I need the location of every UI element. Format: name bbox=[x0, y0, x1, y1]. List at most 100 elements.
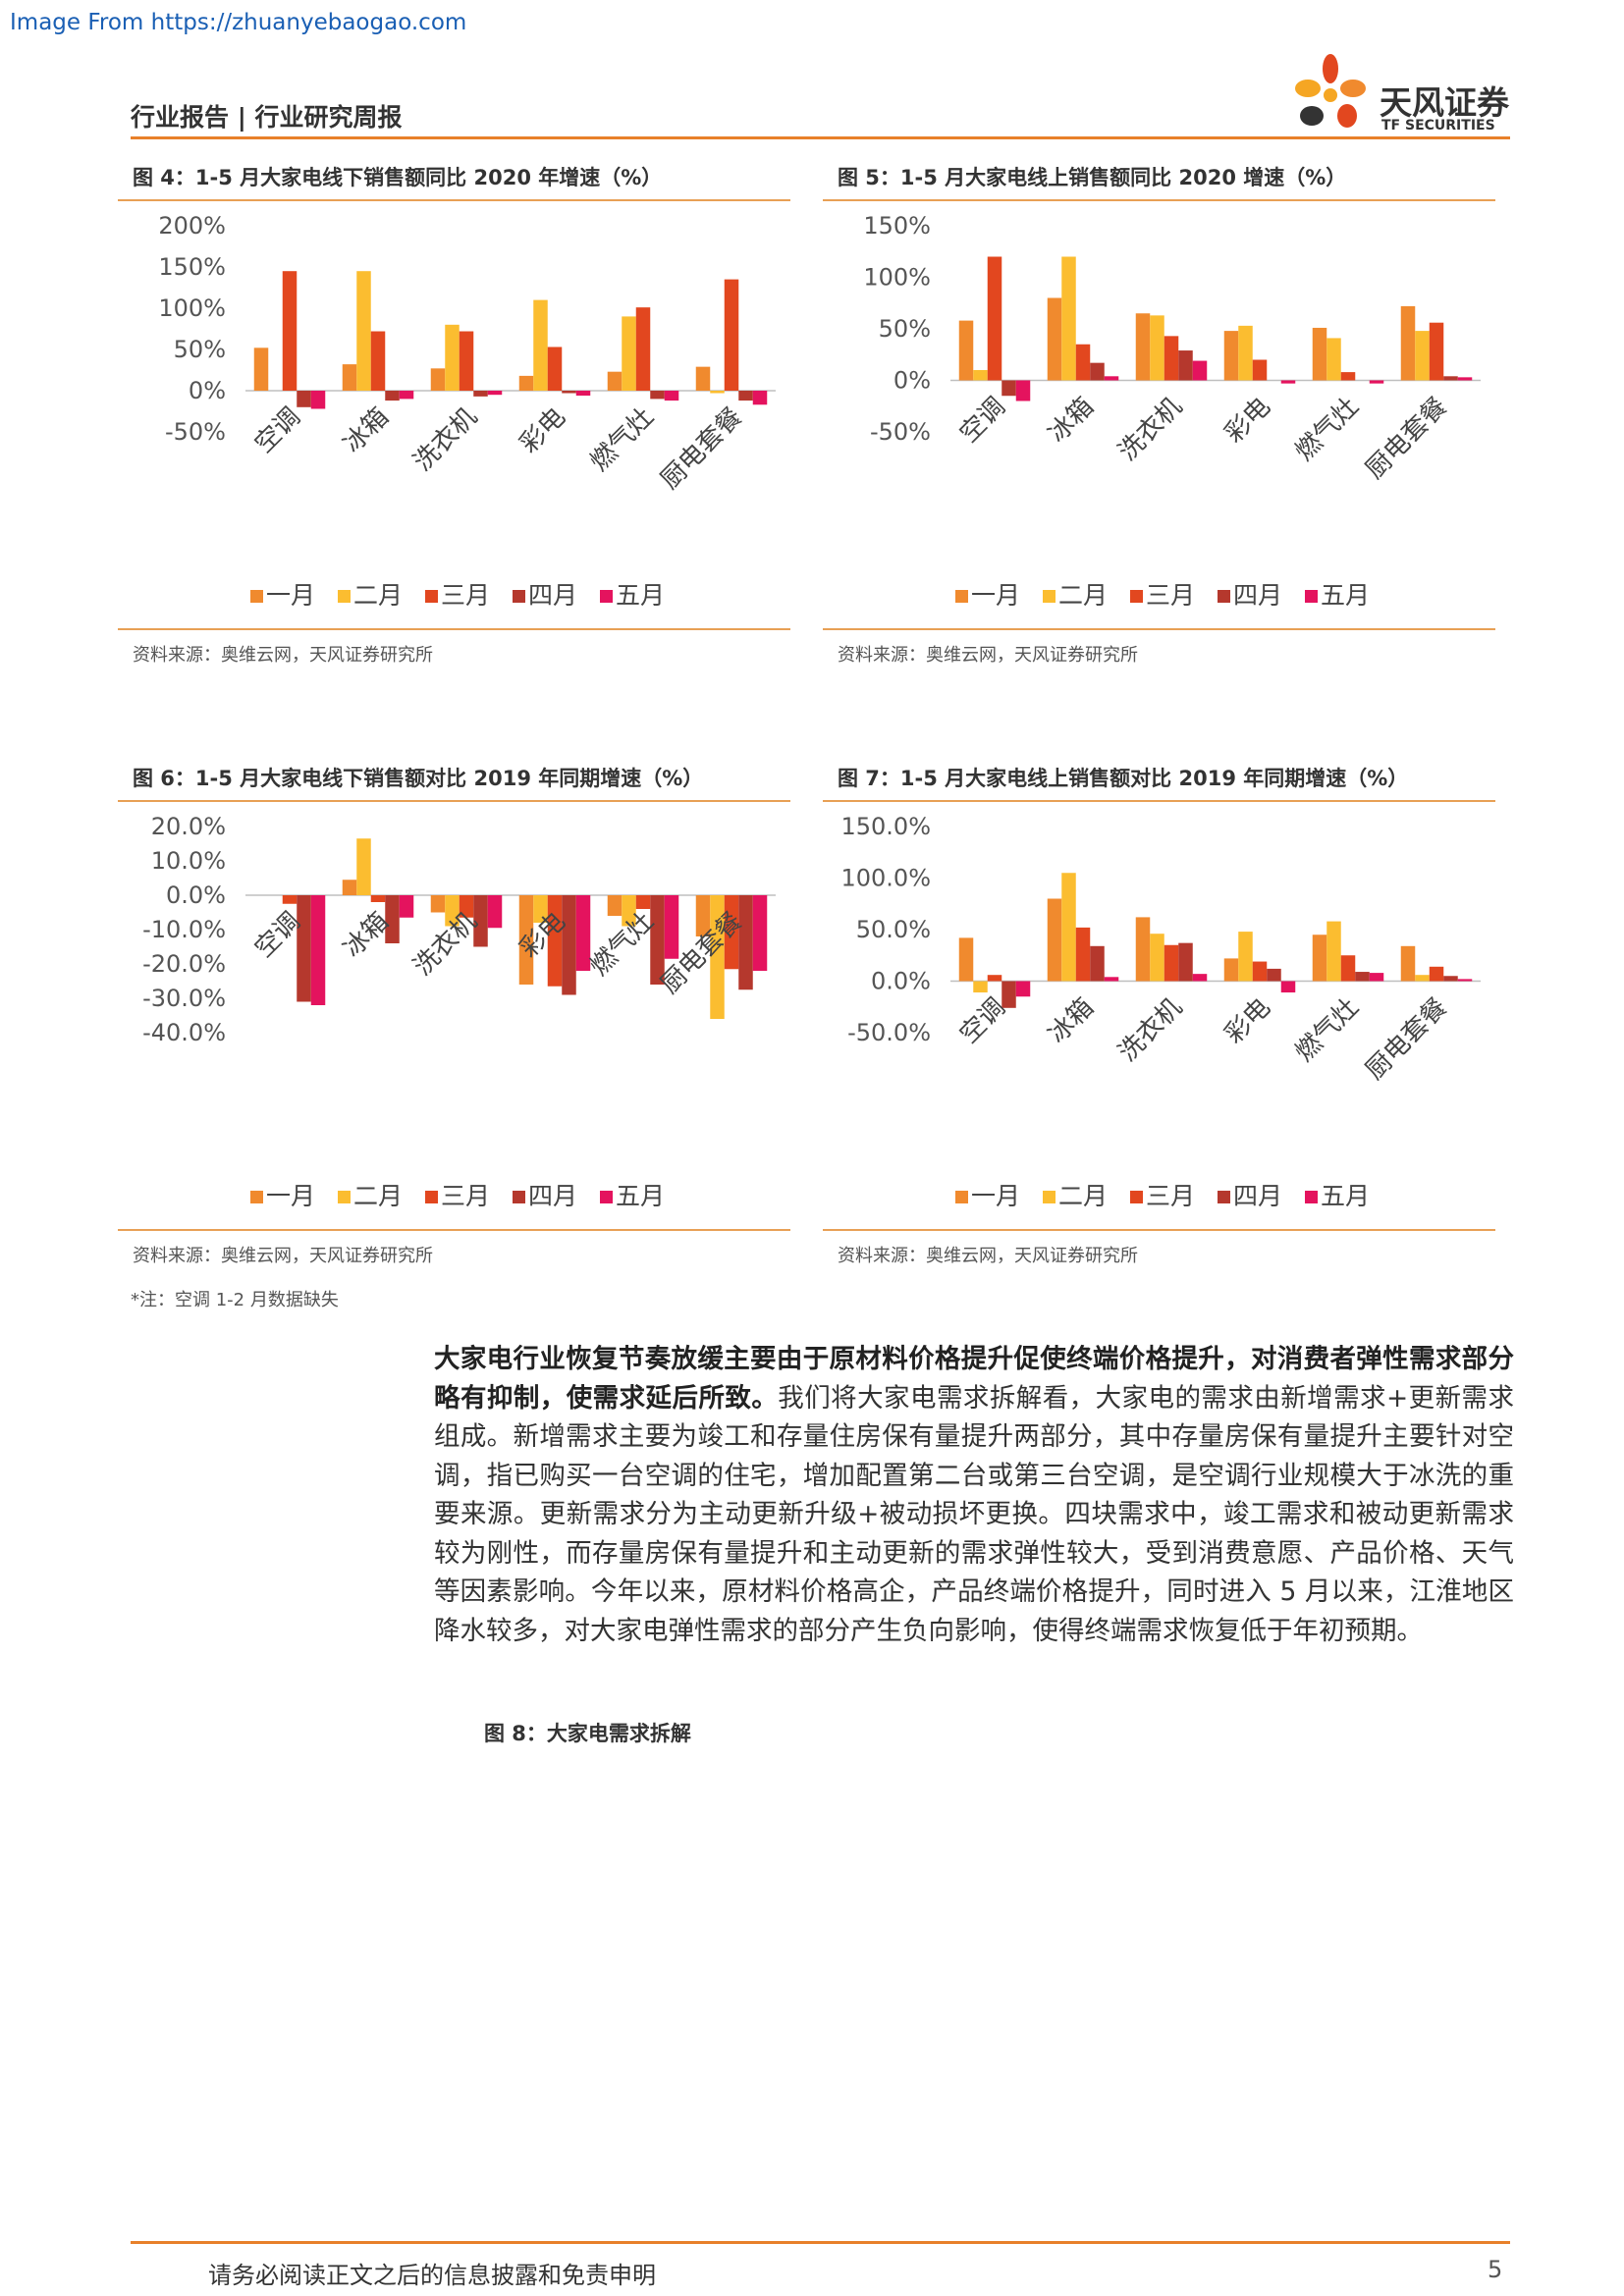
bar-四月-空调 bbox=[297, 895, 311, 1002]
y-tick-label: -50% bbox=[165, 418, 226, 446]
bar-三月-厨电套餐 bbox=[1429, 322, 1444, 381]
bar-二月-空调 bbox=[973, 370, 988, 381]
legend-swatch bbox=[250, 1191, 263, 1203]
body-paragraph: 大家电行业恢复节奏放缓主要由于原材料价格提升促使终端价格提升，对消费者弹性需求部… bbox=[434, 1340, 1514, 1650]
bar-二月-冰箱 bbox=[356, 271, 371, 391]
legend-swatch bbox=[513, 590, 525, 603]
legend-swatch bbox=[600, 1191, 613, 1203]
bar-五月-冰箱 bbox=[1104, 376, 1119, 381]
header-rule bbox=[131, 136, 1510, 139]
body-text: 我们将大家电需求拆解看，大家电的需求由新增需求+更新需求组成。新增需求主要为竣工… bbox=[434, 1382, 1514, 1646]
figure-source: 资料来源：奥维云网，天风证券研究所 bbox=[838, 1246, 1138, 1266]
bar-一月-空调 bbox=[253, 347, 269, 391]
bar-五月-冰箱 bbox=[1104, 977, 1119, 982]
bar-五月-洗衣机 bbox=[487, 895, 503, 929]
bar-三月-洗衣机 bbox=[459, 895, 474, 918]
legend-swatch bbox=[1130, 1191, 1143, 1203]
chart-fig7-online-vs-2019: -50.0%0.0%50.0%100.0%150.0%空调 冰箱 洗衣机 彩电 燃气灶厨… bbox=[840, 813, 1481, 1210]
bar-二月-冰箱 bbox=[1061, 256, 1076, 381]
bar-四月-洗衣机 bbox=[473, 895, 488, 947]
legend-swatch bbox=[1130, 590, 1143, 603]
bar-三月-空调 bbox=[987, 975, 1002, 982]
legend-label: 三月 bbox=[1146, 1182, 1195, 1210]
category-label: 燃气灶 bbox=[585, 402, 660, 477]
y-tick-label: -20.0% bbox=[142, 950, 226, 978]
legend-label: 四月 bbox=[1233, 581, 1282, 610]
category-label: 彩电 bbox=[1219, 392, 1276, 449]
legend-label: 三月 bbox=[1146, 581, 1195, 610]
bar-一月-彩电 bbox=[518, 375, 534, 391]
bar-三月-厨电套餐 bbox=[1429, 966, 1444, 982]
y-tick-label: 50% bbox=[879, 315, 931, 343]
bar-一月-空调 bbox=[958, 320, 974, 381]
chart-fig6-offline-vs-2019: -40.0%-30.0%-20.0%-10.0%0.0%10.0%20.0%空调… bbox=[142, 813, 776, 1210]
category-label: 冰箱 bbox=[1043, 392, 1100, 449]
y-tick-label: 100% bbox=[863, 264, 931, 292]
y-tick-label: 50% bbox=[174, 336, 226, 363]
bar-三月-彩电 bbox=[547, 895, 563, 987]
legend-label: 五月 bbox=[616, 1182, 665, 1210]
bar-二月-冰箱 bbox=[1061, 873, 1076, 982]
bar-二月-燃气灶 bbox=[622, 316, 636, 391]
legend-swatch bbox=[600, 590, 613, 603]
bar-一月-冰箱 bbox=[342, 364, 357, 391]
legend-swatch bbox=[955, 1191, 968, 1203]
bar-一月-彩电 bbox=[518, 895, 534, 985]
bar-一月-洗衣机 bbox=[1135, 917, 1151, 982]
y-tick-label: 0% bbox=[893, 367, 931, 395]
bar-四月-厨电套餐 bbox=[1443, 976, 1458, 982]
bar-一月-洗衣机 bbox=[1135, 313, 1151, 381]
bar-五月-燃气灶 bbox=[664, 895, 679, 959]
legend-label: 五月 bbox=[1321, 581, 1370, 610]
y-tick-label: 50.0% bbox=[856, 916, 931, 943]
legend-swatch bbox=[1043, 1191, 1056, 1203]
legend-swatch bbox=[250, 590, 263, 603]
figure-title: 图 5：1-5 月大家电线上销售额同比 2020 增速（%） bbox=[838, 166, 1347, 189]
y-tick-label: 0% bbox=[189, 377, 226, 404]
bar-二月-厨电套餐 bbox=[1415, 975, 1430, 982]
bar-五月-洗衣机 bbox=[487, 391, 503, 396]
bar-一月-冰箱 bbox=[1047, 297, 1062, 381]
bar-一月-厨电套餐 bbox=[1400, 305, 1416, 381]
bar-一月-厨电套餐 bbox=[695, 895, 711, 936]
bar-三月-冰箱 bbox=[1075, 927, 1091, 982]
bar-一月-洗衣机 bbox=[430, 368, 446, 391]
bar-四月-燃气灶 bbox=[1355, 972, 1370, 982]
y-tick-label: 10.0% bbox=[151, 847, 226, 875]
bar-二月-厨电套餐 bbox=[710, 391, 725, 394]
bar-二月-洗衣机 bbox=[1150, 315, 1164, 381]
legend-swatch bbox=[513, 1191, 525, 1203]
legend-swatch bbox=[425, 590, 438, 603]
bar-五月-彩电 bbox=[575, 391, 591, 397]
figure-bottom-rule bbox=[823, 1229, 1495, 1231]
bar-五月-燃气灶 bbox=[1369, 380, 1384, 384]
bar-一月-厨电套餐 bbox=[1400, 945, 1416, 982]
legend-label: 四月 bbox=[528, 581, 577, 610]
y-tick-label: 100% bbox=[158, 294, 226, 322]
figure-title: 图 4：1-5 月大家电线下销售额同比 2020 年增速（%） bbox=[133, 166, 663, 189]
y-tick-label: -10.0% bbox=[142, 916, 226, 943]
figure-top-rule bbox=[118, 199, 790, 201]
bar-一月-彩电 bbox=[1223, 958, 1239, 982]
category-label: 冰箱 bbox=[338, 402, 395, 459]
bar-一月-厨电套餐 bbox=[695, 366, 711, 391]
bar-四月-空调 bbox=[1001, 981, 1016, 1008]
legend-label: 三月 bbox=[441, 1182, 490, 1210]
bar-五月-洗衣机 bbox=[1192, 974, 1208, 982]
figure-source: 资料来源：奥维云网，天风证券研究所 bbox=[133, 1246, 433, 1266]
bar-五月-厨电套餐 bbox=[1457, 377, 1473, 381]
bar-二月-彩电 bbox=[533, 299, 548, 391]
bar-三月-空调 bbox=[282, 895, 298, 904]
bar-二月-燃气灶 bbox=[622, 895, 636, 927]
category-label: 彩电 bbox=[1219, 992, 1276, 1049]
bar-三月-彩电 bbox=[1252, 961, 1268, 982]
figure-top-rule bbox=[823, 199, 1495, 201]
bar-二月-洗衣机 bbox=[445, 895, 460, 927]
watermark[interactable]: Image From https://zhuanyebaogao.com bbox=[10, 10, 467, 35]
category-label: 燃气灶 bbox=[1290, 992, 1365, 1067]
bar-一月-冰箱 bbox=[1047, 898, 1062, 982]
legend-label: 五月 bbox=[1321, 1182, 1370, 1210]
y-tick-label: 150% bbox=[158, 253, 226, 281]
bar-三月-燃气灶 bbox=[635, 895, 651, 909]
